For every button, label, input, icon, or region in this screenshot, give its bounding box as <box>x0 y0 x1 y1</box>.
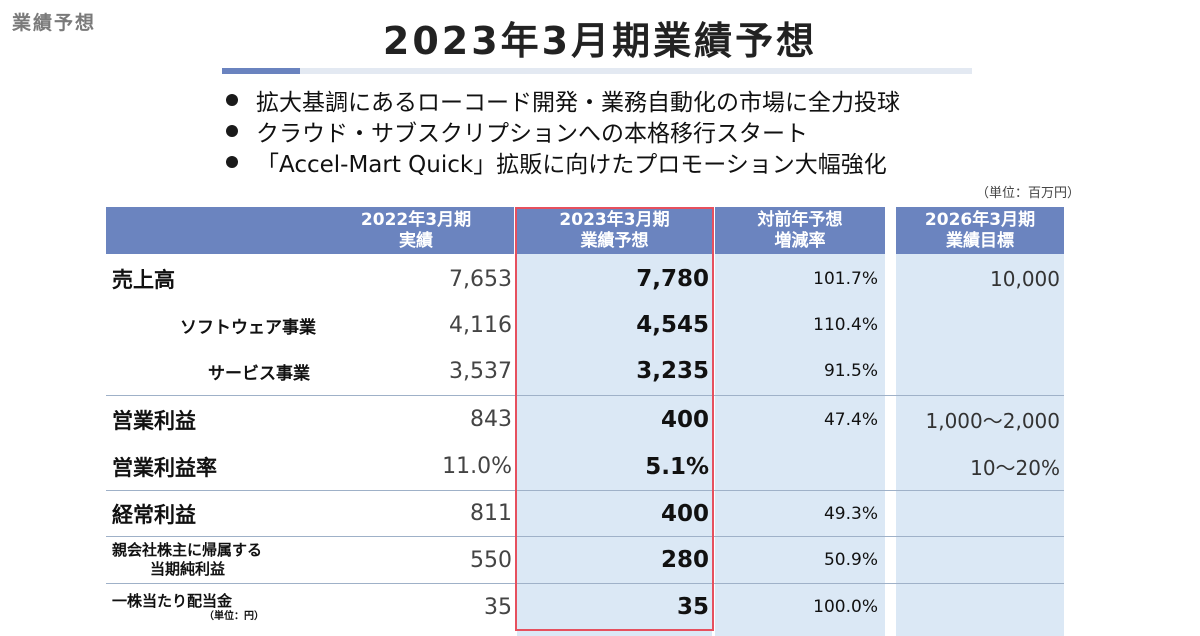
row-label-line1: 一株当たり配当金 <box>112 591 233 610</box>
cell-fy2026 <box>896 491 1060 536</box>
cell-fy2022: 7,653 <box>449 266 512 292</box>
header-yoy: 対前年予想 増減率 <box>715 207 885 254</box>
row-label: 営業利益率 <box>112 455 217 480</box>
table-row-sales: 売上高 7,653 7,780 101.7% 10,000 <box>0 256 1200 302</box>
header-fy2026: 2026年3月期 業績目標 <box>896 207 1064 254</box>
cell-fy2023: 280 <box>660 547 709 573</box>
table-row-software: ソフトウェア事業 4,116 4,545 110.4% <box>0 302 1200 348</box>
header-fy2023-line1: 2023年3月期 <box>559 210 670 230</box>
table-row-operating-income: 営業利益 843 400 47.4% 1,000～2,000 <box>0 396 1200 443</box>
fy2026-column-bg <box>896 254 1064 636</box>
table-row-dividend: 一株当たり配当金 （単位：円） 35 35 100.0% <box>0 584 1200 630</box>
row-label: 売上高 <box>112 268 175 292</box>
cell-fy2023: 400 <box>660 500 709 527</box>
cell-fy2022: 4,116 <box>449 312 512 338</box>
bullet-text: 拡大基調にあるローコード開発・業務自動化の市場に全力投球 <box>256 89 900 116</box>
title-underline-accent <box>222 68 300 74</box>
header-fy2026-line2: 業績目標 <box>946 231 1014 251</box>
cell-fy2023: 5.1% <box>645 453 709 480</box>
row-divider <box>106 583 1064 584</box>
cell-fy2023: 35 <box>676 594 709 620</box>
cell-fy2026 <box>896 584 1060 630</box>
cell-fy2023: 7,780 <box>636 266 709 292</box>
page-title: 2023年3月期業績予想 <box>382 19 818 63</box>
cell-fy2026 <box>896 302 1060 348</box>
header-yoy-line2: 増減率 <box>774 231 826 251</box>
header-fy2023-line2: 業績予想 <box>580 231 649 251</box>
bullet-list: 拡大基調にあるローコード開発・業務自動化の市場に全力投球 クラウド・サブスクリプ… <box>222 84 900 178</box>
cell-yoy: 110.4% <box>813 315 878 335</box>
cell-yoy: 101.7% <box>813 269 878 289</box>
bullet-item: クラウド・サブスクリプションへの本格移行スタート <box>222 115 900 147</box>
table-row-operating-margin: 営業利益率 11.0% 5.1% 10～20% <box>0 443 1200 490</box>
cell-fy2022: 11.0% <box>442 454 512 479</box>
section-label: 業績予想 <box>12 12 97 34</box>
header-yoy-line1: 対前年予想 <box>757 210 843 230</box>
cell-fy2023: 4,545 <box>636 312 709 338</box>
fy2023-highlight-frame <box>515 207 714 631</box>
cell-fy2023: 3,235 <box>636 358 709 384</box>
header-fy2022-line2: 実績 <box>399 231 433 251</box>
header-fy2022-line1: 2022年3月期 <box>360 210 472 230</box>
cell-yoy: 47.4% <box>823 409 878 430</box>
yoy-column-bg <box>715 254 885 636</box>
cell-fy2022: 811 <box>470 501 512 526</box>
table-header-band <box>106 207 514 254</box>
cell-yoy: 100.0% <box>813 597 878 617</box>
cell-yoy: 49.3% <box>823 503 878 524</box>
cell-fy2026: 10～20% <box>970 456 1060 480</box>
row-label-unit-note: （単位：円） <box>204 610 264 622</box>
bullet-text: クラウド・サブスクリプションへの本格移行スタート <box>256 120 808 147</box>
cell-yoy: 50.9% <box>823 550 878 570</box>
header-fy2022: 2022年3月期 実績 <box>318 207 514 254</box>
bullet-icon <box>226 93 238 106</box>
cell-fy2026: 1,000～2,000 <box>925 409 1060 433</box>
cell-fy2026: 10,000 <box>990 267 1060 291</box>
cell-fy2026 <box>896 348 1060 394</box>
header-fy2026-line1: 2026年3月期 <box>924 210 1036 230</box>
bullet-item: 「Accel-Mart Quick」拡販に向けたプロモーション大幅強化 <box>222 146 900 178</box>
table-row-service: サービス事業 3,537 3,235 91.5% <box>0 348 1200 394</box>
header-fy2023: 2023年3月期 業績予想 <box>517 207 712 254</box>
cell-fy2022: 3,537 <box>449 358 512 384</box>
row-label: サービス事業 <box>208 363 310 384</box>
cell-fy2026 <box>896 537 1060 583</box>
bullet-icon <box>226 155 238 168</box>
row-label-line2: 当期純利益 <box>150 560 226 578</box>
bullet-text: 「Accel-Mart Quick」拡販に向けたプロモーション大幅強化 <box>256 151 887 178</box>
row-label: 経常利益 <box>112 502 196 527</box>
row-label: ソフトウェア事業 <box>180 317 316 338</box>
unit-note: （単位：百万円） <box>975 186 1080 201</box>
cell-fy2022: 35 <box>484 594 512 620</box>
cell-fy2023: 400 <box>660 406 709 433</box>
table-row-net-income: 親会社株主に帰属する 当期純利益 550 280 50.9% <box>0 537 1200 583</box>
cell-yoy <box>715 443 878 490</box>
bullet-icon <box>226 124 238 137</box>
cell-yoy: 91.5% <box>823 361 878 381</box>
row-label: 一株当たり配当金 （単位：円） <box>112 584 412 630</box>
bullet-item: 拡大基調にあるローコード開発・業務自動化の市場に全力投球 <box>222 84 900 116</box>
row-label-line1: 親会社株主に帰属する <box>112 541 263 559</box>
fy2023-column-bg <box>517 254 712 636</box>
row-divider <box>106 536 1064 537</box>
title-underline <box>222 68 972 74</box>
row-label: 親会社株主に帰属する 当期純利益 <box>112 537 412 583</box>
row-divider <box>106 490 1064 491</box>
row-divider <box>106 395 1064 396</box>
cell-fy2022: 550 <box>470 547 512 573</box>
row-label: 営業利益 <box>112 408 196 433</box>
table-row-ordinary-income: 経常利益 811 400 49.3% <box>0 491 1200 536</box>
cell-fy2022: 843 <box>470 407 512 432</box>
